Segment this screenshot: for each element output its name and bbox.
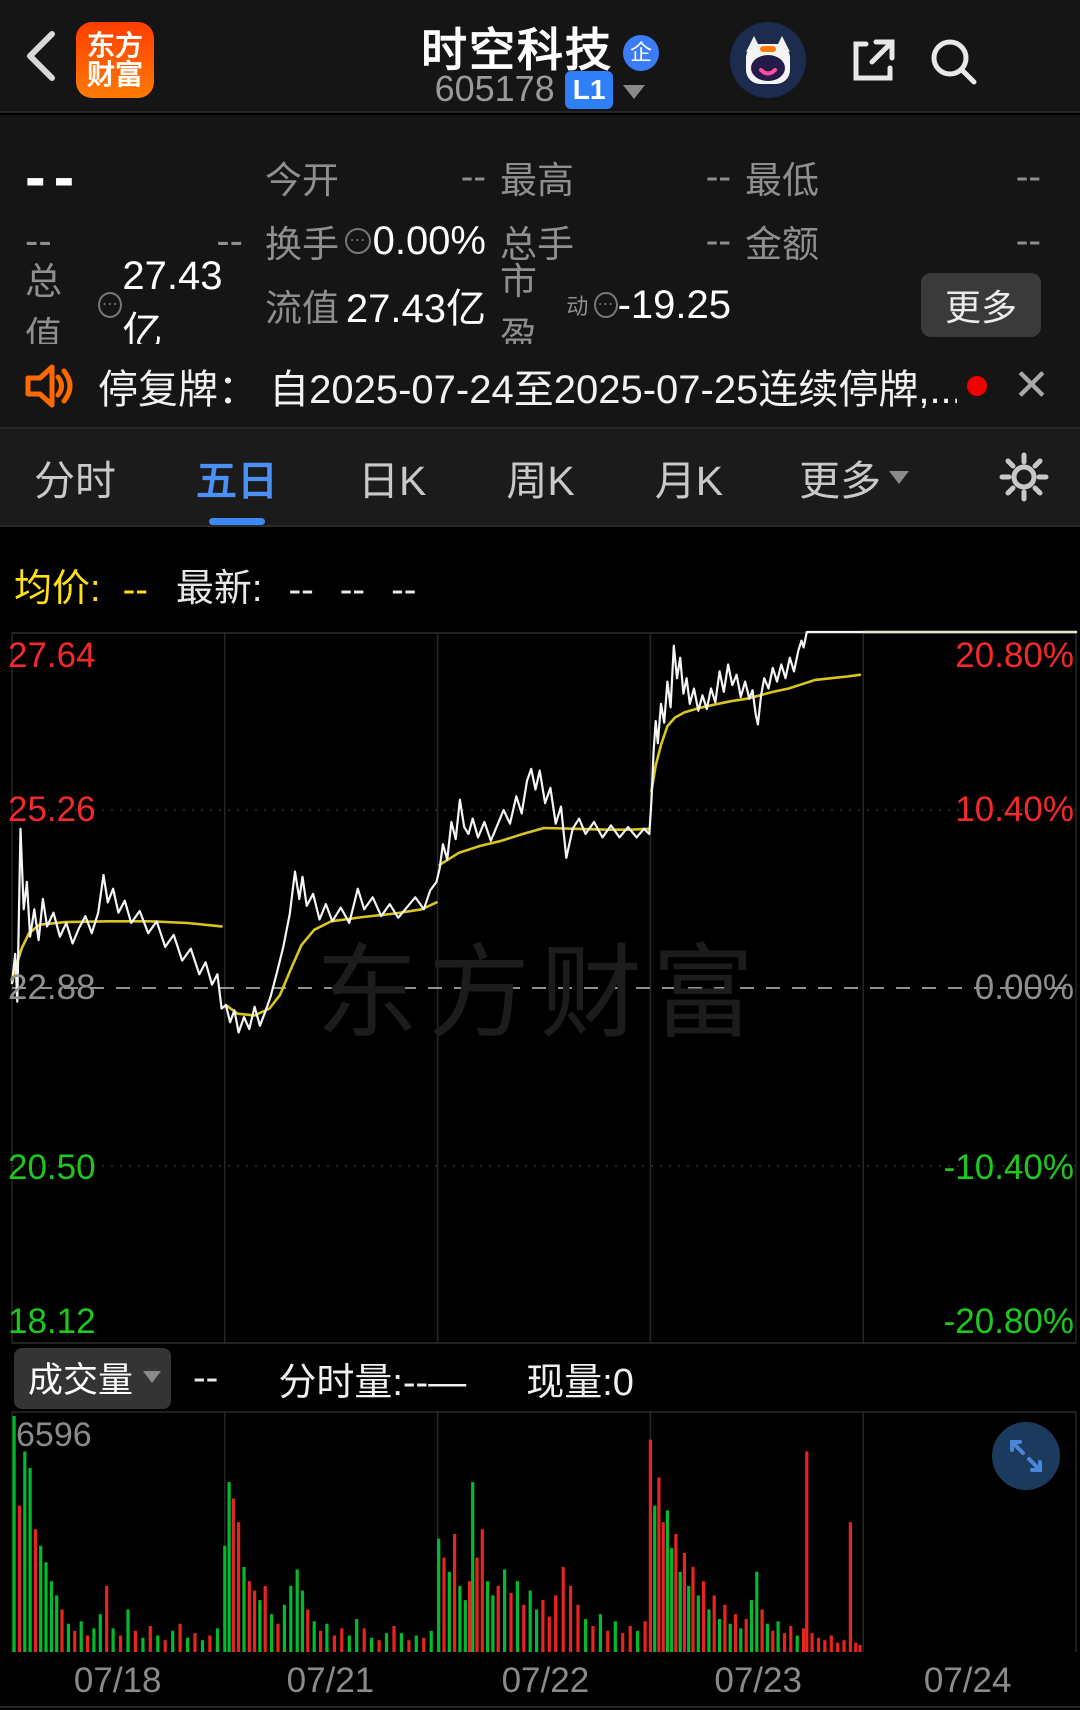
latest-value-2: -- [339, 569, 366, 611]
y-axis-price-label: 20.50 [8, 1148, 96, 1187]
stat-label: 今开 [265, 160, 339, 201]
y-axis-pct-label: -10.40% [943, 1148, 1074, 1187]
chevron-down-icon [143, 1371, 162, 1383]
stat-value: -- [460, 155, 486, 198]
announcement-bar[interactable]: 停复牌： 自2025-07-24至2025-07-25连续停牌,... ✕ [0, 344, 1080, 429]
latest-value-3: -- [391, 569, 417, 611]
expand-icon [1010, 1440, 1042, 1472]
info-icon[interactable]: ⋯ [345, 228, 371, 254]
latest-value-1: -- [288, 569, 314, 611]
volume-max-label: 6596 [16, 1416, 92, 1454]
expand-button[interactable] [992, 1422, 1060, 1490]
speaker-icon [25, 364, 73, 407]
volume-header: 成交量 -- 分时量:--— 现量:0 [0, 1346, 1080, 1410]
avg-value: -- [122, 569, 148, 611]
x-axis-date-label: 07/22 [501, 1661, 590, 1700]
y-axis-price-label: 27.64 [8, 636, 96, 675]
chart-tabs: 分时 五日 日K 周K 月K 更多 [0, 429, 1080, 527]
info-icon[interactable]: ⋯ [98, 292, 123, 318]
page-title: 时空科技 [421, 24, 613, 76]
header: 东方 财富 时空科技企 605178 L1 [0, 0, 1080, 113]
x-axis-date-label: 07/24 [923, 1661, 1012, 1700]
stat-superscript: 动 [566, 294, 589, 319]
assistant-avatar[interactable] [730, 22, 806, 98]
chevron-down-icon [623, 85, 646, 99]
stock-code: 605178 [434, 68, 555, 109]
volume-chart[interactable]: 6596 [0, 1410, 1080, 1655]
stat-value: 27.43亿 [345, 287, 486, 331]
back-icon[interactable] [18, 28, 62, 84]
x-axis-dates: 07/18 07/21 07/22 07/23 07/24 [0, 1655, 1080, 1708]
change-pct-placeholder: -- [216, 218, 243, 263]
stat-value: -19.25 [617, 282, 731, 327]
stock-code-row[interactable]: 605178 L1 [0, 68, 1080, 110]
latest-label: 最新: [175, 568, 263, 610]
tab-分时[interactable]: 分时 [34, 458, 116, 504]
stat-label: 金额 [745, 224, 819, 265]
eastmoney-logo[interactable]: 东方 财富 [76, 22, 154, 98]
current-volume: 现量:0 [526, 1361, 634, 1404]
chevron-down-icon [889, 470, 910, 484]
stat-label[interactable]: 市盈动 ⋯ [500, 251, 618, 359]
stat-label: 最低 [745, 160, 819, 201]
stat-label: 总手 [500, 224, 574, 265]
stat-value: 27.43亿 [122, 253, 223, 354]
x-axis-date-label: 07/21 [286, 1661, 375, 1700]
stat-label: 最高 [500, 160, 574, 201]
watermark: 东方财富 [316, 936, 764, 1051]
x-axis-date-label: 07/23 [714, 1661, 802, 1700]
stat-value: -- [705, 219, 731, 262]
enterprise-badge[interactable]: 企 [623, 35, 659, 71]
tab-日K[interactable]: 日K [358, 458, 427, 504]
more-stats-button[interactable]: 更多 [920, 273, 1041, 337]
avg-label: 均价: [14, 568, 101, 610]
stat-label: 流值 [265, 288, 339, 329]
price-chart-canvas [10, 630, 1078, 1344]
y-axis-price-label: 18.12 [8, 1302, 96, 1341]
stat-value: 0.00% [372, 218, 486, 263]
stat-label[interactable]: 总值 ⋯ [25, 251, 123, 359]
y-axis-pct-label: 0.00% [974, 968, 1074, 1007]
change-placeholder: -- [25, 218, 52, 263]
close-icon[interactable]: ✕ [1013, 361, 1050, 410]
volume-chart-canvas [11, 1411, 1077, 1652]
price-chart[interactable]: 东方财富 27.64 25.26 22.88 20.50 18.12 20.80% 10.4… [0, 630, 1080, 1346]
logo-text-2: 财富 [86, 59, 143, 90]
logo-text-1: 东方 [86, 29, 143, 61]
tab-月K[interactable]: 月K [654, 458, 724, 504]
volume-value: -- [193, 1356, 219, 1399]
announcement-text: 停复牌： 自2025-07-24至2025-07-25连续停牌,... [98, 367, 958, 412]
tab-more[interactable]: 更多 [799, 447, 910, 507]
chart-legend: 均价: -- 最新: -- -- -- [0, 529, 1080, 630]
y-axis-pct-label: 20.80% [955, 636, 1074, 675]
y-axis-price-label: 25.26 [8, 790, 96, 829]
gear-icon[interactable] [998, 451, 1050, 503]
tab-五日[interactable]: 五日 [192, 427, 282, 527]
x-axis-date-label: 07/18 [73, 1661, 162, 1700]
share-icon[interactable] [844, 32, 902, 90]
stat-label[interactable]: 换手 ⋯ [265, 214, 371, 268]
y-axis-price-label: 22.88 [8, 968, 96, 1007]
stat-value: -- [1015, 219, 1041, 262]
stat-value: -- [705, 155, 731, 198]
stat-value: -- [1015, 155, 1041, 198]
quote-stats: -- 今开 -- 最高 -- 最低 -- -- -- 换手 ⋯ 0.00% 总手 -- 金额… [0, 115, 1080, 356]
tab-周K[interactable]: 周K [506, 458, 575, 504]
y-axis-pct-label: -20.80% [943, 1302, 1074, 1341]
level-badge: L1 [564, 71, 614, 109]
y-axis-pct-label: 10.40% [955, 790, 1074, 829]
info-icon[interactable]: ⋯ [594, 292, 618, 318]
unread-dot [967, 375, 988, 396]
minute-volume: 分时量:--— [278, 1361, 467, 1404]
last-price-placeholder: -- [25, 142, 83, 212]
volume-selector-button[interactable]: 成交量 [14, 1347, 172, 1409]
search-icon[interactable] [924, 32, 982, 90]
